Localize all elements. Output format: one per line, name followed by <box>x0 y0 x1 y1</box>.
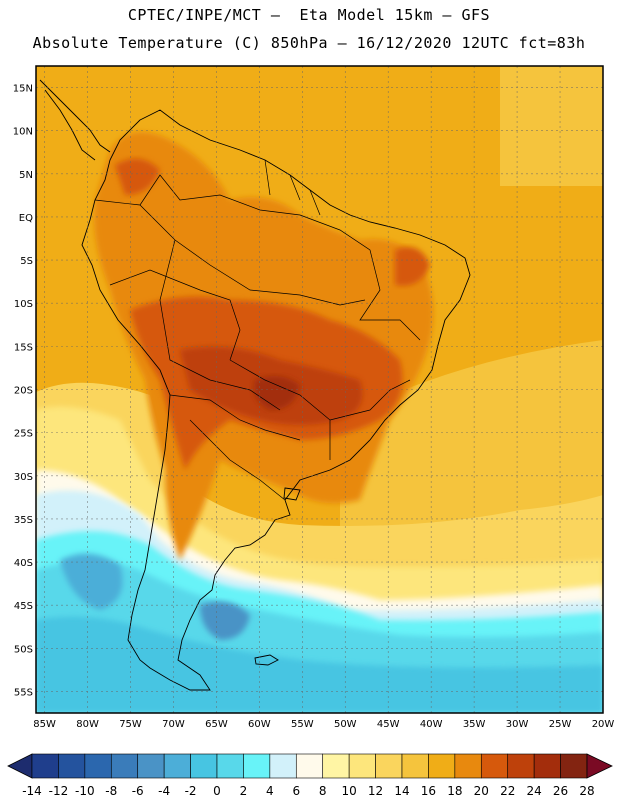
colorbar-swatch <box>375 753 403 779</box>
nordeste-hot-spot <box>395 247 430 286</box>
colorbar-swatch <box>428 753 456 779</box>
colorbar-tick-label: -14 <box>22 784 42 798</box>
colorbar-tick-label: 24 <box>527 784 542 798</box>
lagoa-outline <box>283 487 301 501</box>
colorbar-tick-label: 0 <box>213 784 221 798</box>
colorbar-swatch <box>110 753 139 779</box>
latitude-label: 40S <box>14 558 33 569</box>
colorbar-swatch <box>163 753 191 779</box>
colorbar-swatch <box>216 753 244 779</box>
longitude-label: 70W <box>162 719 185 730</box>
longitude-label: 35W <box>463 719 486 730</box>
longitude-label: 20W <box>592 719 615 730</box>
colorbar-tick-label: -8 <box>105 784 117 798</box>
max-temperature-spot <box>254 376 300 410</box>
colorbar-swatch <box>533 753 561 779</box>
colorbar-tick-label: 8 <box>319 784 327 798</box>
colorbar-swatch <box>454 753 482 779</box>
south-america-coastline <box>81 109 471 691</box>
colorbar-swatch <box>295 753 324 779</box>
colorbar-tick-label: 22 <box>500 784 515 798</box>
longitude-label: 50W <box>334 719 357 730</box>
map-frame <box>35 65 604 714</box>
colorbar-tick-label: -4 <box>158 784 170 798</box>
colorbar-tick-label: 12 <box>368 784 383 798</box>
falklands-outline <box>254 654 279 666</box>
latitude-label: 30S <box>14 472 33 483</box>
cold-patch <box>60 553 123 610</box>
colorbar-tick-label: 18 <box>447 784 462 798</box>
colorbar-swatch <box>243 753 271 779</box>
longitude-label: 60W <box>248 719 271 730</box>
latitude-label: EQ <box>19 213 33 224</box>
colorbar-tick-label: 16 <box>421 784 436 798</box>
longitude-label: 85W <box>33 719 56 730</box>
map-title-line1: CPTEC/INPE/MCT – Eta Model 15km – GFS <box>127 6 491 24</box>
colorbar-tick-label: 14 <box>394 784 409 798</box>
latitude-label: 5N <box>19 170 33 181</box>
latitude-label: 25S <box>14 429 33 440</box>
deep-cold-patch <box>200 601 250 640</box>
longitude-label: 55W <box>291 719 314 730</box>
colorbar-swatch <box>31 753 59 779</box>
coastlines-and-borders <box>39 79 471 691</box>
colorbar-tick-label: -2 <box>185 784 197 798</box>
venezuela-hot-spot <box>115 158 160 195</box>
colorbar-tick-label: 6 <box>292 784 300 798</box>
latitude-label: 10S <box>14 299 33 310</box>
longitude-label: 40W <box>420 719 443 730</box>
latitude-label: 15N <box>13 84 33 95</box>
colorbar-tick-label: 26 <box>553 784 568 798</box>
colorbar-tick-label: 10 <box>342 784 357 798</box>
colorbar-swatch <box>137 753 165 779</box>
longitude-label: 65W <box>205 719 228 730</box>
colorbar-swatch <box>322 753 350 779</box>
latitude-label: 5S <box>20 256 33 267</box>
longitude-label: 80W <box>76 719 99 730</box>
colorbar-tick-label: -12 <box>49 784 69 798</box>
latitude-label: 45S <box>14 601 33 612</box>
colorbar-tick-label: 28 <box>579 784 594 798</box>
longitude-label: 30W <box>506 719 529 730</box>
latitude-label: 10N <box>13 127 33 138</box>
colorbar-overflow-triangle <box>586 753 613 779</box>
cool-blue-band <box>36 616 603 713</box>
latitude-labels: 15N 10N 5N EQ 5S 10S 15S 20S 25S 30S 35S 40S 45S 50S 5… <box>13 84 33 699</box>
colorbar-swatch <box>190 753 218 779</box>
central-america-coastline <box>39 79 111 161</box>
colorbar-tick-label: 2 <box>240 784 248 798</box>
colorbar-swatch <box>269 753 297 779</box>
longitude-label: 45W <box>377 719 400 730</box>
latitude-label: 35S <box>14 515 33 526</box>
country-borders <box>94 159 421 501</box>
colorbar-swatch <box>480 753 509 779</box>
colorbar-tick-label: -6 <box>132 784 144 798</box>
colorbar-swatch <box>348 753 376 779</box>
latitude-label: 50S <box>14 644 33 655</box>
colorbar-swatch <box>560 753 588 779</box>
colorbar-tick-label: 20 <box>474 784 489 798</box>
latitude-label: 55S <box>14 687 33 698</box>
temperature-field <box>36 66 603 713</box>
colorbar-swatch <box>401 753 429 779</box>
colorbar-swatch <box>84 753 112 779</box>
colorbar-tick-label: 4 <box>266 784 274 798</box>
longitude-labels: 85W 80W 75W 70W 65W 60W 55W 50W 45W 40W 35W 30W 25W 2… <box>33 719 614 730</box>
latitude-label: 15S <box>14 342 33 353</box>
map-title-line2: Absolute Temperature (C) 850hPa – 16/12/… <box>32 34 586 52</box>
longitude-label: 75W <box>119 719 142 730</box>
colorbar-swatch <box>58 753 86 779</box>
longitude-label: 25W <box>549 719 572 730</box>
colorbar-tick-label: -10 <box>75 784 95 798</box>
latitude-label: 20S <box>14 386 33 397</box>
colorbar-swatch <box>507 753 535 779</box>
colorbar-underflow-triangle <box>7 753 33 779</box>
